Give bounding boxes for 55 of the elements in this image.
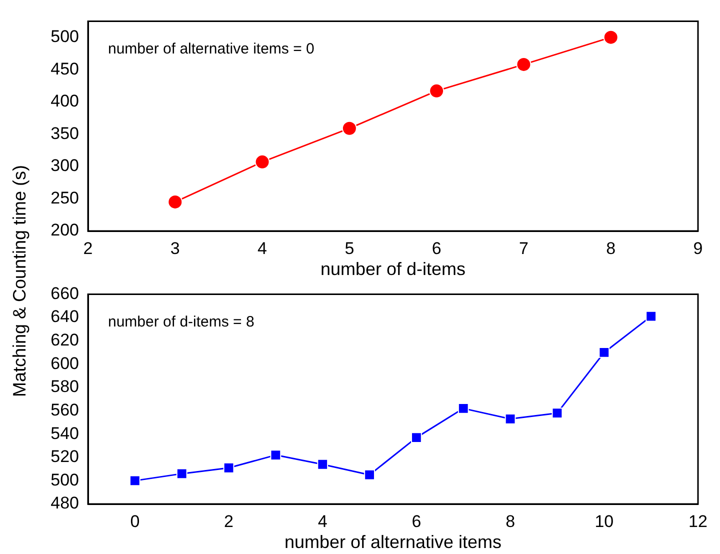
y-tick-label: 520	[50, 447, 79, 466]
y-tick-label: 350	[50, 124, 79, 143]
point	[603, 30, 618, 45]
y-tick-label: 200	[50, 220, 79, 240]
y-axis-title: Matching & Counting time (s)	[10, 164, 30, 398]
x-tick-label: 10	[594, 512, 614, 531]
point	[504, 413, 516, 424]
point	[458, 402, 469, 414]
x-tick-label: 5	[344, 238, 354, 258]
y-tick-label: 660	[50, 284, 79, 303]
point	[254, 154, 270, 170]
y-tick-label: 400	[50, 92, 79, 111]
point	[516, 56, 532, 72]
point	[364, 469, 375, 480]
x-axis-title: number of alternative items	[284, 532, 502, 552]
point	[270, 450, 282, 460]
point	[342, 120, 357, 136]
point	[168, 194, 183, 210]
x-axis-title: number of d-items	[320, 259, 466, 280]
x-tick-label: 6	[412, 512, 422, 531]
point	[129, 475, 140, 486]
y-tick-label: 450	[50, 59, 79, 78]
x-tick-label: 8	[606, 238, 616, 258]
x-tick-label: 3	[170, 238, 180, 258]
x-tick-label: 6	[432, 238, 442, 258]
x-tick-label: 2	[83, 238, 93, 258]
y-tick-label: 250	[50, 188, 79, 208]
y-tick-label: 580	[50, 377, 79, 396]
y-tick-label: 480	[50, 494, 79, 513]
y-tick-label: 500	[50, 27, 79, 46]
y-tick-label: 640	[50, 307, 79, 326]
x-tick-label: 0	[130, 512, 140, 531]
y-tick-label: 500	[50, 470, 79, 490]
x-tick-label: 8	[506, 512, 516, 531]
y-tick-label: 300	[50, 156, 79, 176]
y-tick-label: 560	[50, 400, 79, 420]
x-tick-label: 4	[318, 512, 328, 531]
point	[317, 458, 328, 470]
point	[223, 462, 234, 474]
y-tick-label: 600	[50, 354, 79, 373]
point	[646, 310, 657, 322]
y-tick-label: 540	[50, 424, 79, 443]
y-tick-label: 620	[50, 330, 79, 350]
x-tick-label: 9	[693, 238, 703, 258]
x-tick-label: 2	[224, 512, 234, 531]
annotation: number of d-items = 8	[108, 313, 254, 330]
point	[552, 408, 563, 419]
point	[176, 468, 188, 480]
x-tick-label: 12	[688, 512, 708, 531]
point	[429, 83, 444, 98]
point	[411, 432, 422, 444]
point	[598, 347, 610, 358]
annotation: number of alternative items = 0	[108, 40, 314, 58]
x-tick-label: 4	[258, 238, 268, 258]
x-tick-label: 7	[518, 238, 528, 258]
